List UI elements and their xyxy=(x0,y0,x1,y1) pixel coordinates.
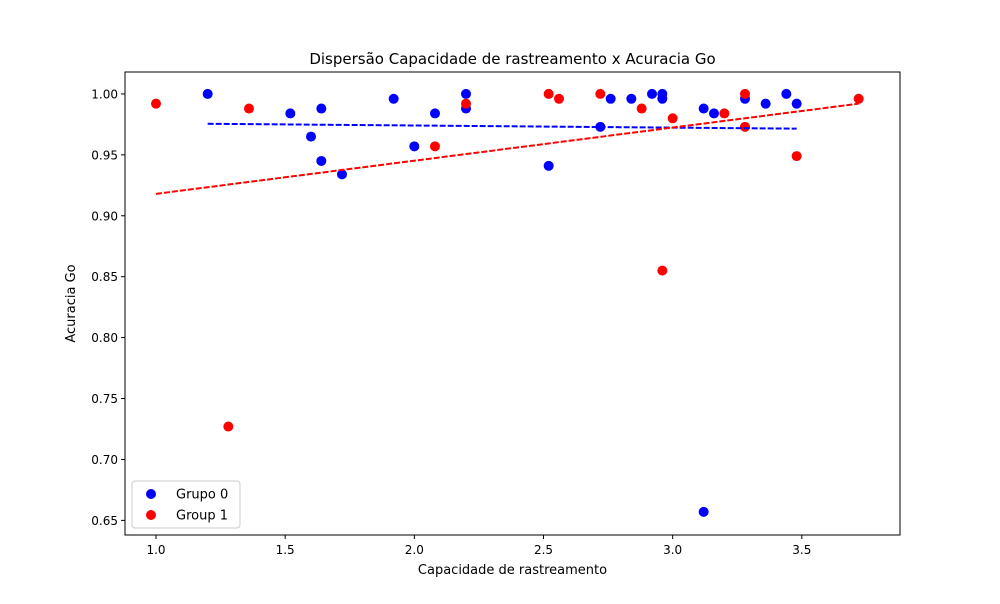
data-point xyxy=(853,93,864,104)
data-point xyxy=(781,88,792,99)
legend: Grupo 0 Group 1 xyxy=(131,480,241,529)
x-tick-label: 3.5 xyxy=(792,543,811,557)
series-1-points xyxy=(151,88,864,432)
data-point xyxy=(740,121,750,132)
data-point xyxy=(595,88,606,99)
y-tick-label: 0.75 xyxy=(91,392,118,406)
data-point xyxy=(409,141,420,152)
data-point xyxy=(791,98,802,109)
y-axis-label: Acuracia Go xyxy=(64,264,79,342)
data-point xyxy=(760,98,771,109)
x-tick-label: 1.5 xyxy=(276,543,295,557)
data-point xyxy=(605,93,616,104)
x-tick-label: 2.0 xyxy=(405,543,424,557)
chart-title: Dispersão Capacidade de rastreamento x A… xyxy=(309,50,715,68)
data-point xyxy=(543,88,554,99)
data-point xyxy=(543,160,554,171)
data-point xyxy=(647,88,657,99)
x-tick-label: 1.0 xyxy=(146,543,165,557)
data-point xyxy=(337,169,347,180)
y-tick-label: 0.95 xyxy=(91,148,118,162)
data-point xyxy=(667,113,678,124)
data-point xyxy=(719,108,730,119)
data-point xyxy=(306,131,316,142)
data-point xyxy=(461,88,471,99)
data-point xyxy=(223,421,234,432)
x-axis-label: Capacidade de rastreamento xyxy=(418,563,607,578)
legend-marker-series-1 xyxy=(146,510,156,520)
plot-area xyxy=(151,88,864,517)
legend-marker-series-0 xyxy=(146,489,156,499)
data-point xyxy=(554,93,564,104)
y-tick-label: 0.70 xyxy=(91,453,118,467)
data-point xyxy=(151,98,161,109)
data-point xyxy=(430,108,440,119)
y-axis: 0.65 0.70 0.75 0.80 0.85 0.90 0.95 1.00 xyxy=(91,87,125,528)
data-point xyxy=(388,93,399,104)
data-point xyxy=(740,88,750,99)
data-point xyxy=(709,108,719,119)
data-point xyxy=(626,93,637,104)
legend-box xyxy=(131,480,241,529)
x-tick-label: 3.0 xyxy=(663,543,682,557)
y-tick-label: 0.65 xyxy=(91,514,118,528)
y-tick-label: 0.90 xyxy=(91,209,118,223)
data-point xyxy=(316,103,327,114)
x-tick-label: 2.5 xyxy=(534,543,553,557)
legend-label-series-1: Group 1 xyxy=(176,509,228,524)
data-point xyxy=(636,103,647,114)
y-tick-label: 0.85 xyxy=(91,270,118,284)
plot-frame xyxy=(124,71,901,536)
data-point xyxy=(698,506,709,517)
y-tick-label: 1.00 xyxy=(91,87,118,101)
data-point xyxy=(698,103,709,114)
data-point xyxy=(657,93,668,104)
data-point xyxy=(244,103,254,114)
data-point xyxy=(316,155,327,166)
series-1-trendline xyxy=(155,102,859,195)
data-point xyxy=(285,108,296,119)
series-0-trendline xyxy=(207,122,797,130)
legend-label-series-0: Grupo 0 xyxy=(176,488,228,503)
x-axis: 1.0 1.5 2.0 2.5 3.0 3.5 xyxy=(146,535,811,557)
data-point xyxy=(461,98,471,109)
data-point xyxy=(430,141,440,152)
data-point xyxy=(202,88,213,99)
y-tick-label: 0.80 xyxy=(91,331,118,345)
data-point xyxy=(657,265,668,276)
data-point xyxy=(791,151,802,162)
